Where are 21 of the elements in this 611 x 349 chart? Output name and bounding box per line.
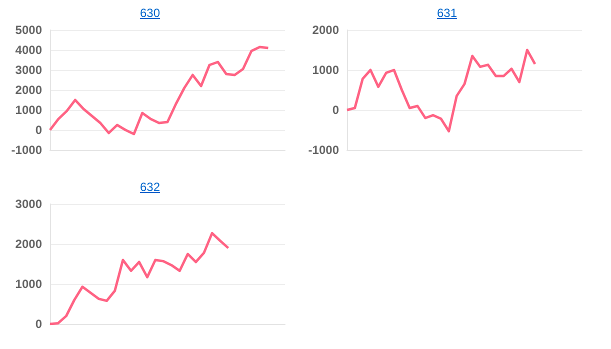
y-tick-label: 1000 <box>312 63 340 77</box>
chart-title: 631 <box>436 6 458 20</box>
y-tick-label: 0 <box>35 123 42 137</box>
line-series <box>346 48 536 132</box>
line-series <box>48 232 230 326</box>
chart-title: 630 <box>138 6 162 20</box>
y-tick-label: 3000 <box>15 197 42 211</box>
y-tick-label: 0 <box>35 317 42 331</box>
y-tick-label: -1000 <box>308 143 340 157</box>
line-series <box>48 46 270 136</box>
y-tick-label: 1000 <box>15 103 42 117</box>
y-tick-label: 4000 <box>15 43 42 57</box>
y-tick-label: -1000 <box>11 143 42 157</box>
y-tick-label: 2000 <box>15 237 42 251</box>
y-tick-label: 1000 <box>15 277 42 291</box>
y-tick-label: 2000 <box>312 23 340 37</box>
y-tick-label: 2000 <box>15 83 42 97</box>
y-tick-label: 0 <box>332 103 340 117</box>
y-tick-label: 5000 <box>15 23 42 37</box>
y-tick-label: 3000 <box>15 63 42 77</box>
chart-title: 632 <box>138 180 162 194</box>
